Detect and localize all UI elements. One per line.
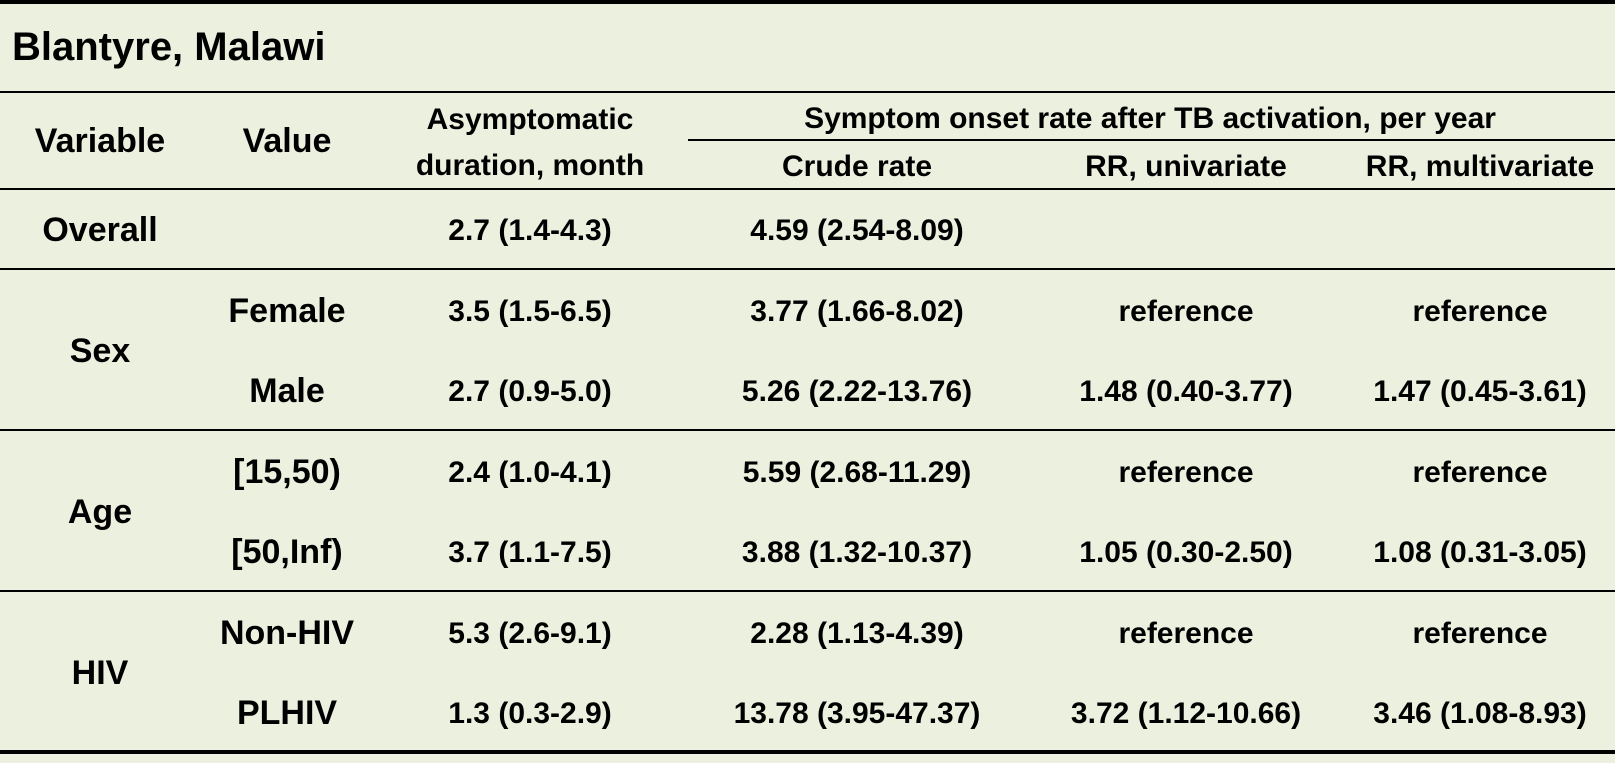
row-age-15-50-crude: 5.59 (2.68-11.29) <box>742 456 972 489</box>
overall-rule <box>0 268 1615 270</box>
row-non-hiv-rr-univariate: reference <box>1118 617 1254 650</box>
row-non-hiv-crude: 2.28 (1.13-4.39) <box>750 617 964 650</box>
row-overall-asymptomatic: 2.7 (1.4-4.3) <box>448 214 612 247</box>
row-male-asymptomatic: 2.7 (0.9-5.0) <box>448 375 612 408</box>
sex-rule <box>0 429 1615 431</box>
header-asymptomatic-line2: duration, month <box>415 149 645 182</box>
header-rr-univariate: RR, univariate <box>1085 150 1287 183</box>
row-overall-crude: 4.59 (2.54-8.09) <box>750 214 964 247</box>
row-male-crude: 5.26 (2.22-13.76) <box>741 375 973 408</box>
header-crude-rate: Crude rate <box>781 150 933 183</box>
row-non-hiv-rr-multivariate: reference <box>1412 617 1548 650</box>
row-age-15-50-asymptomatic: 2.4 (1.0-4.1) <box>448 456 612 489</box>
row-age-50-inf-rr-univariate: 1.05 (0.30-2.50) <box>1079 536 1293 569</box>
header-rr-multivariate: RR, multivariate <box>1365 150 1595 183</box>
row-plhiv-asymptomatic: 1.3 (0.3-2.9) <box>448 697 612 730</box>
row-age-50-inf-value: [50,Inf) <box>231 533 343 571</box>
row-female-rr-univariate: reference <box>1118 295 1254 328</box>
row-non-hiv-asymptomatic: 5.3 (2.6-9.1) <box>448 617 612 650</box>
row-age-15-50-rr-multivariate: reference <box>1412 456 1548 489</box>
row-plhiv-rr-univariate: 3.72 (1.12-10.66) <box>1070 697 1302 730</box>
row-age-15-50-rr-univariate: reference <box>1118 456 1254 489</box>
group-hiv-label: HIV <box>71 654 129 692</box>
row-age-50-inf-asymptomatic: 3.7 (1.1-7.5) <box>448 536 612 569</box>
age-rule <box>0 590 1615 592</box>
group-sex-label: Sex <box>69 332 131 370</box>
bottom-rule <box>0 750 1615 754</box>
group-header-rule <box>688 139 1615 141</box>
header-value: Value <box>242 122 332 160</box>
header-rule <box>0 188 1615 190</box>
title-rule <box>0 91 1615 93</box>
group-age-label: Age <box>67 493 133 531</box>
row-age-15-50-value: [15,50) <box>233 453 341 491</box>
top-rule <box>0 0 1615 4</box>
row-plhiv-crude: 13.78 (3.95-47.37) <box>733 697 981 730</box>
row-age-50-inf-rr-multivariate: 1.08 (0.31-3.05) <box>1373 536 1587 569</box>
table-title: Blantyre, Malawi <box>12 25 326 69</box>
row-male-rr-multivariate: 1.47 (0.45-3.61) <box>1373 375 1587 408</box>
header-asymptomatic-line1: Asymptomatic <box>426 103 634 136</box>
header-symptom-onset-group: Symptom onset rate after TB activation, … <box>804 102 1496 135</box>
row-male-rr-univariate: 1.48 (0.40-3.77) <box>1079 375 1293 408</box>
row-female-crude: 3.77 (1.66-8.02) <box>750 295 964 328</box>
row-overall-variable: Overall <box>42 211 158 249</box>
row-male-value: Male <box>249 372 325 410</box>
row-female-rr-multivariate: reference <box>1412 295 1548 328</box>
row-plhiv-value: PLHIV <box>236 694 338 732</box>
row-female-value: Female <box>228 292 346 330</box>
row-plhiv-rr-multivariate: 3.46 (1.08-8.93) <box>1373 697 1587 730</box>
row-age-50-inf-crude: 3.88 (1.32-10.37) <box>741 536 973 569</box>
row-female-asymptomatic: 3.5 (1.5-6.5) <box>448 295 612 328</box>
header-variable: Variable <box>34 122 166 160</box>
row-non-hiv-value: Non-HIV <box>219 614 355 652</box>
